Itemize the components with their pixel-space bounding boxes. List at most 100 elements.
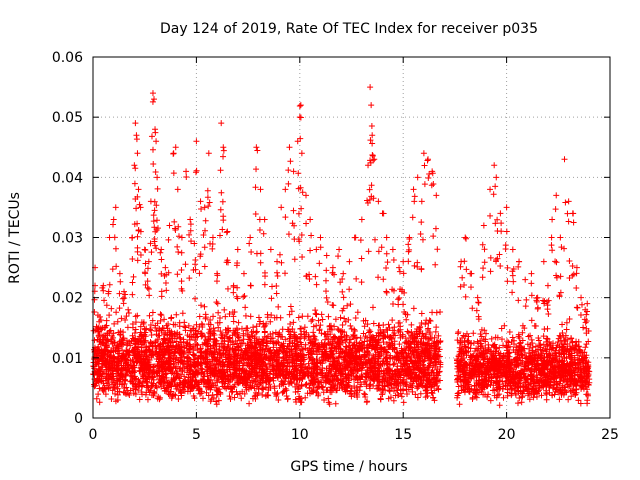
data-point: [561, 354, 568, 361]
data-point: [318, 354, 325, 361]
data-point: [225, 373, 232, 380]
data-point: [256, 341, 263, 348]
data-point: [94, 312, 101, 319]
data-point: [258, 345, 265, 352]
data-point: [129, 321, 136, 328]
data-point: [322, 372, 329, 379]
data-point: [202, 351, 209, 358]
data-point: [191, 358, 198, 365]
data-point: [473, 394, 480, 401]
data-point: [301, 335, 308, 342]
data-point: [304, 390, 311, 397]
data-point: [295, 395, 302, 402]
data-point: [342, 343, 349, 350]
data-point: [413, 354, 420, 361]
data-point: [280, 377, 287, 384]
data-point: [416, 324, 423, 331]
data-point: [376, 322, 383, 329]
data-point: [385, 321, 392, 328]
data-point: [370, 320, 377, 327]
data-point: [173, 311, 180, 318]
data-point: [358, 339, 365, 346]
data-point: [117, 328, 124, 335]
data-point: [344, 382, 351, 389]
data-point: [221, 306, 228, 313]
data-point: [182, 377, 189, 384]
data-point: [222, 351, 229, 358]
data-point: [473, 377, 480, 384]
data-point: [231, 394, 238, 401]
data-point: [208, 352, 215, 359]
data-point: [140, 332, 147, 339]
data-point: [474, 347, 481, 354]
data-point: [226, 393, 233, 400]
data-point: [351, 326, 358, 333]
data-point: [295, 314, 302, 321]
data-point: [413, 326, 420, 333]
data-point: [348, 325, 355, 332]
data-point: [230, 313, 237, 320]
data-point: [495, 383, 502, 390]
data-point: [266, 347, 273, 354]
data-point: [394, 392, 401, 399]
data-point: [582, 359, 589, 366]
data-point: [193, 341, 200, 348]
data-point: [209, 370, 216, 377]
data-point: [213, 337, 220, 344]
data-point: [310, 329, 317, 336]
data-point: [194, 355, 201, 362]
data-point: [420, 349, 427, 356]
data-point: [280, 348, 287, 355]
data-point: [190, 351, 197, 358]
data-point: [270, 340, 277, 347]
data-point: [172, 392, 179, 399]
data-point: [170, 352, 177, 359]
data-point: [409, 348, 416, 355]
data-point: [110, 330, 117, 337]
data-point: [408, 321, 415, 328]
data-point: [293, 399, 300, 406]
data-point: [158, 312, 165, 319]
data-point: [187, 375, 194, 382]
data-point: [270, 367, 277, 374]
data-point: [100, 387, 107, 394]
data-point: [395, 357, 402, 364]
data-point: [433, 345, 440, 352]
data-point: [511, 386, 518, 393]
data-point: [535, 387, 542, 394]
data-point: [324, 387, 331, 394]
data-point: [379, 391, 386, 398]
data-point: [138, 383, 145, 390]
data-point: [331, 335, 338, 342]
data-point: [499, 372, 506, 379]
data-point: [142, 373, 149, 380]
data-point: [427, 330, 434, 337]
data-point: [262, 346, 269, 353]
data-point: [471, 348, 478, 355]
data-point: [157, 311, 164, 318]
data-point: [201, 373, 208, 380]
data-point: [403, 386, 410, 393]
data-point: [94, 346, 101, 353]
data-point: [316, 348, 323, 355]
data-point: [114, 391, 121, 398]
data-point: [517, 388, 524, 395]
data-point: [124, 361, 131, 368]
data-point: [126, 392, 133, 399]
data-point: [210, 313, 217, 320]
data-point: [469, 353, 476, 360]
data-point: [273, 391, 280, 398]
data-point: [112, 348, 119, 355]
data-point: [275, 331, 282, 338]
data-point: [430, 394, 437, 401]
data-point: [482, 344, 489, 351]
data-point: [176, 331, 183, 338]
data-point: [264, 340, 271, 347]
data-point: [280, 357, 287, 364]
data-point: [454, 337, 461, 344]
data-point: [185, 378, 192, 385]
data-point: [230, 341, 237, 348]
data-point: [190, 368, 197, 375]
data-point: [127, 387, 134, 394]
data-point: [343, 365, 350, 372]
